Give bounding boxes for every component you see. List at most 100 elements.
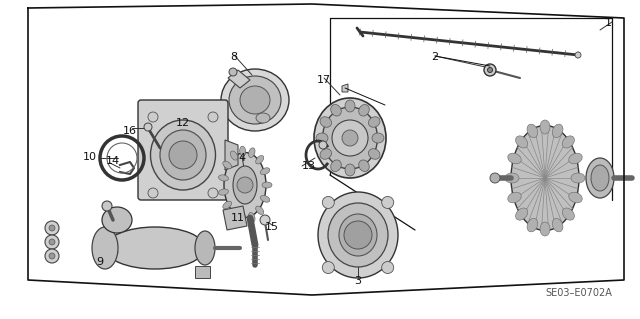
Ellipse shape xyxy=(102,207,132,233)
Ellipse shape xyxy=(150,120,216,190)
Ellipse shape xyxy=(318,192,398,278)
Ellipse shape xyxy=(331,160,341,172)
Text: 12: 12 xyxy=(176,118,190,128)
Ellipse shape xyxy=(223,201,232,209)
Text: 10: 10 xyxy=(83,152,97,162)
Circle shape xyxy=(323,197,334,209)
Text: 1: 1 xyxy=(605,18,612,28)
Ellipse shape xyxy=(369,117,380,127)
Circle shape xyxy=(208,112,218,122)
Circle shape xyxy=(144,123,152,131)
Text: 8: 8 xyxy=(230,52,237,62)
Text: 11: 11 xyxy=(231,213,245,223)
Circle shape xyxy=(488,68,493,72)
Ellipse shape xyxy=(328,203,388,267)
Ellipse shape xyxy=(248,212,255,222)
Ellipse shape xyxy=(359,160,369,172)
Ellipse shape xyxy=(505,173,519,183)
Circle shape xyxy=(344,221,372,249)
Text: 2: 2 xyxy=(431,52,438,62)
Ellipse shape xyxy=(320,149,332,159)
Ellipse shape xyxy=(320,117,332,127)
Ellipse shape xyxy=(92,227,118,269)
Circle shape xyxy=(45,235,59,249)
Ellipse shape xyxy=(552,124,563,137)
Circle shape xyxy=(102,201,112,211)
Circle shape xyxy=(148,112,158,122)
Ellipse shape xyxy=(221,69,289,131)
Circle shape xyxy=(169,141,197,169)
Ellipse shape xyxy=(195,231,215,265)
Circle shape xyxy=(260,215,270,225)
Ellipse shape xyxy=(563,136,575,148)
Ellipse shape xyxy=(527,124,538,137)
Circle shape xyxy=(49,253,55,259)
Circle shape xyxy=(319,141,327,149)
Ellipse shape xyxy=(240,86,270,114)
Ellipse shape xyxy=(540,120,550,134)
Circle shape xyxy=(323,262,334,273)
Text: 3: 3 xyxy=(355,276,362,286)
Polygon shape xyxy=(225,140,238,170)
Ellipse shape xyxy=(345,100,355,112)
Ellipse shape xyxy=(508,192,521,203)
Circle shape xyxy=(332,120,368,156)
Circle shape xyxy=(45,249,59,263)
Ellipse shape xyxy=(229,76,281,124)
Ellipse shape xyxy=(316,133,328,143)
Polygon shape xyxy=(223,206,247,230)
Ellipse shape xyxy=(527,219,538,232)
Ellipse shape xyxy=(256,206,264,214)
Ellipse shape xyxy=(508,153,521,164)
Ellipse shape xyxy=(239,214,246,224)
Ellipse shape xyxy=(323,107,378,169)
Text: 15: 15 xyxy=(265,222,279,232)
Ellipse shape xyxy=(218,189,228,195)
Text: 4: 4 xyxy=(239,153,246,163)
Ellipse shape xyxy=(552,219,563,232)
Ellipse shape xyxy=(314,98,386,178)
Circle shape xyxy=(237,177,253,193)
Text: 9: 9 xyxy=(97,257,104,267)
Ellipse shape xyxy=(233,166,257,204)
Circle shape xyxy=(229,68,237,76)
Ellipse shape xyxy=(591,165,609,191)
Ellipse shape xyxy=(569,153,582,164)
Circle shape xyxy=(49,225,55,231)
Ellipse shape xyxy=(571,173,585,183)
Ellipse shape xyxy=(339,214,377,256)
Ellipse shape xyxy=(369,149,380,159)
Ellipse shape xyxy=(260,196,270,202)
Circle shape xyxy=(381,197,394,209)
Ellipse shape xyxy=(230,151,237,160)
Ellipse shape xyxy=(516,208,528,220)
Text: 13: 13 xyxy=(302,161,316,171)
Text: 16: 16 xyxy=(123,126,137,136)
Polygon shape xyxy=(342,84,348,92)
Ellipse shape xyxy=(511,125,579,231)
Ellipse shape xyxy=(569,192,582,203)
Ellipse shape xyxy=(372,133,384,143)
Text: 14: 14 xyxy=(106,156,120,166)
Circle shape xyxy=(342,130,358,146)
Text: 17: 17 xyxy=(317,75,331,85)
Text: SE03–E0702A: SE03–E0702A xyxy=(545,288,612,298)
Ellipse shape xyxy=(256,155,264,164)
Ellipse shape xyxy=(563,208,575,220)
Ellipse shape xyxy=(586,158,614,198)
Circle shape xyxy=(381,262,394,273)
FancyBboxPatch shape xyxy=(138,100,228,200)
Ellipse shape xyxy=(105,227,205,269)
Ellipse shape xyxy=(359,105,369,116)
Circle shape xyxy=(484,64,496,76)
Ellipse shape xyxy=(516,136,528,148)
Circle shape xyxy=(490,173,500,183)
Circle shape xyxy=(575,52,581,58)
Ellipse shape xyxy=(218,175,228,181)
Ellipse shape xyxy=(260,168,270,174)
Ellipse shape xyxy=(160,130,206,180)
Ellipse shape xyxy=(345,164,355,176)
Ellipse shape xyxy=(248,148,255,158)
Ellipse shape xyxy=(262,182,272,188)
Ellipse shape xyxy=(223,161,232,169)
